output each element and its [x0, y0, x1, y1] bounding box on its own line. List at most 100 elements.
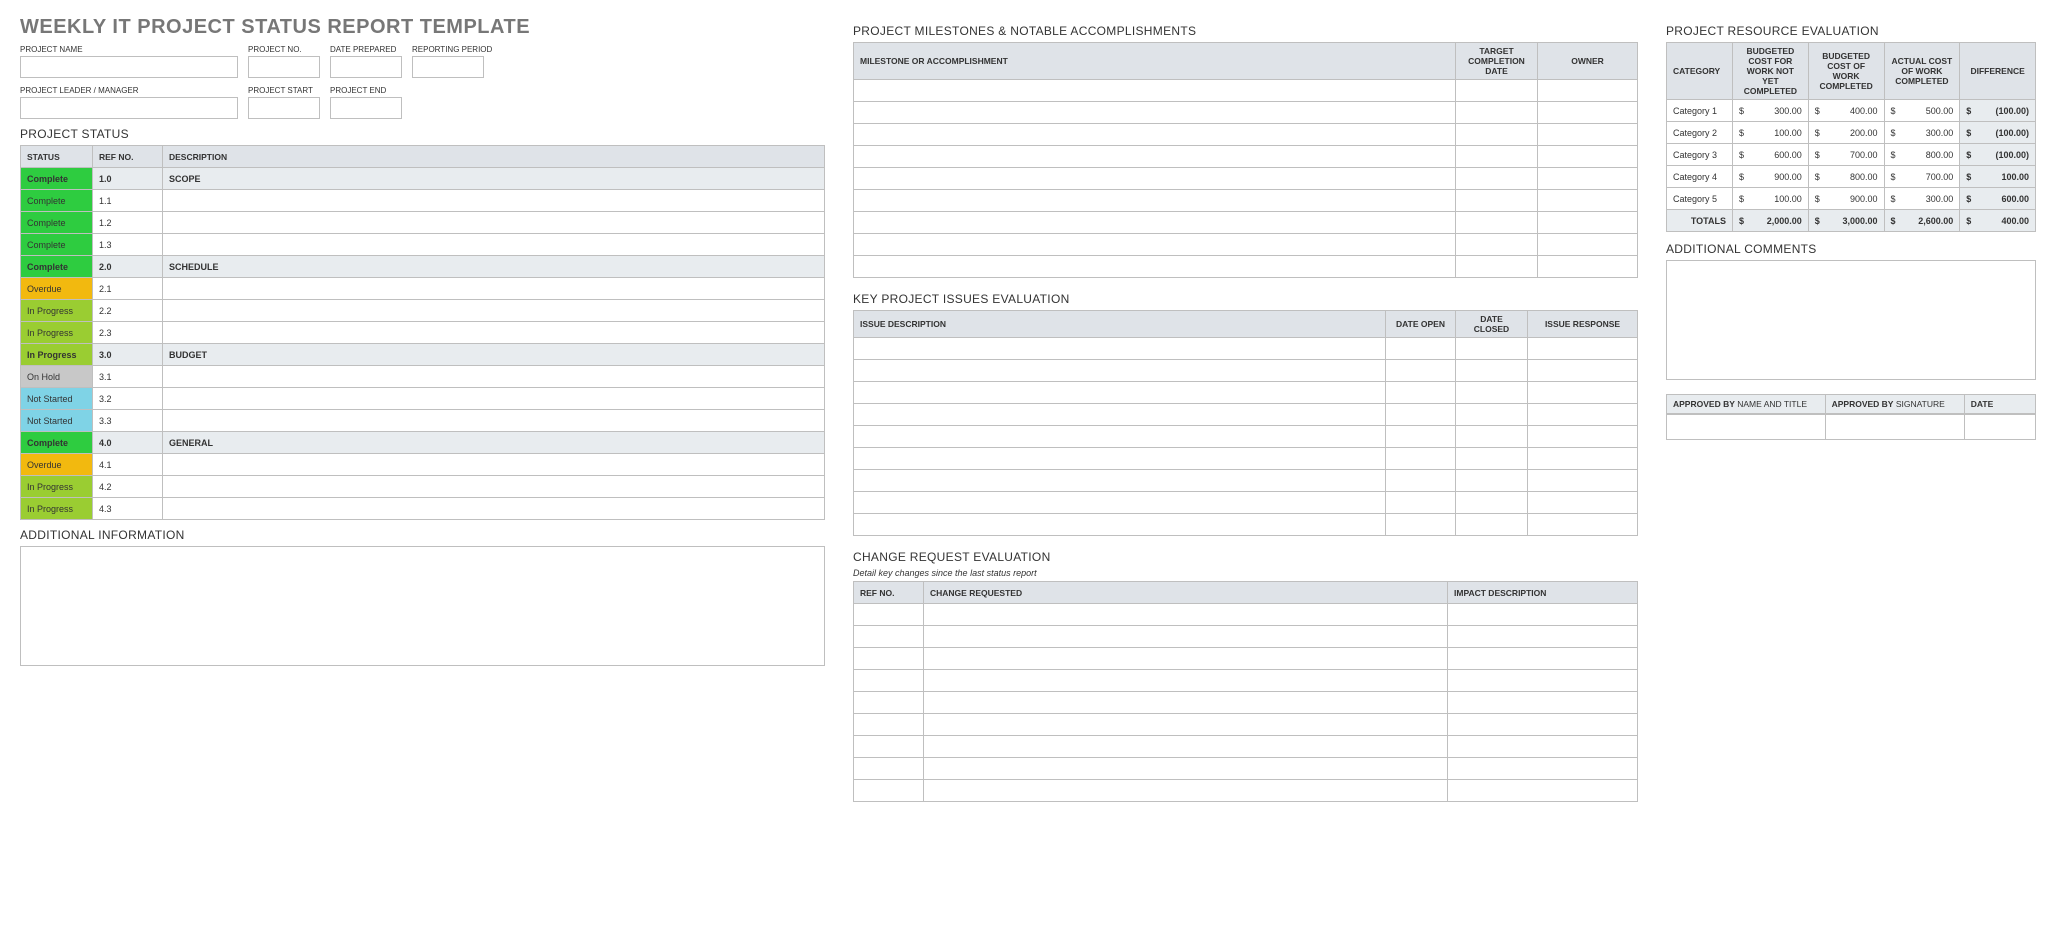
table-cell[interactable] [1448, 648, 1638, 670]
input-date-prepared[interactable] [330, 56, 402, 78]
table-cell[interactable] [854, 234, 1456, 256]
table-cell[interactable] [1538, 168, 1638, 190]
table-cell[interactable] [1528, 448, 1638, 470]
table-cell[interactable] [854, 492, 1386, 514]
table-cell[interactable] [854, 190, 1456, 212]
table-cell[interactable] [854, 448, 1386, 470]
table-cell[interactable] [1538, 190, 1638, 212]
table-cell[interactable] [1456, 80, 1538, 102]
table-cell[interactable] [1456, 426, 1528, 448]
input-additional-info[interactable] [20, 546, 825, 666]
table-cell[interactable] [854, 626, 924, 648]
table-cell[interactable] [1386, 404, 1456, 426]
status-cell[interactable]: On Hold [21, 366, 93, 388]
input-project-name[interactable] [20, 56, 238, 78]
table-cell[interactable] [1528, 360, 1638, 382]
table-cell[interactable] [1448, 626, 1638, 648]
table-cell[interactable] [1386, 514, 1456, 536]
table-cell[interactable] [1386, 492, 1456, 514]
input-comments[interactable] [1666, 260, 2036, 380]
table-cell[interactable] [854, 124, 1456, 146]
table-cell[interactable] [924, 670, 1448, 692]
table-cell[interactable] [924, 714, 1448, 736]
status-cell[interactable]: Not Started [21, 410, 93, 432]
table-cell[interactable] [924, 736, 1448, 758]
table-cell[interactable] [854, 168, 1456, 190]
table-cell[interactable] [1528, 338, 1638, 360]
status-cell[interactable]: Complete [21, 168, 93, 190]
table-cell[interactable] [1456, 338, 1528, 360]
table-cell[interactable] [854, 648, 924, 670]
table-cell[interactable] [1456, 256, 1538, 278]
table-cell[interactable] [854, 758, 924, 780]
table-cell[interactable] [1456, 168, 1538, 190]
status-cell[interactable]: Complete [21, 212, 93, 234]
table-cell[interactable] [924, 780, 1448, 802]
table-cell[interactable] [1448, 714, 1638, 736]
table-cell[interactable] [1456, 514, 1528, 536]
table-cell[interactable] [1538, 256, 1638, 278]
table-cell[interactable] [854, 146, 1456, 168]
table-cell[interactable] [854, 604, 924, 626]
input-project-no[interactable] [248, 56, 320, 78]
status-cell[interactable]: In Progress [21, 322, 93, 344]
table-cell[interactable] [854, 736, 924, 758]
table-cell[interactable] [854, 360, 1386, 382]
table-cell[interactable] [1456, 470, 1528, 492]
status-cell[interactable]: In Progress [21, 498, 93, 520]
table-cell[interactable] [1528, 470, 1638, 492]
table-cell[interactable] [1456, 234, 1538, 256]
table-cell[interactable] [1448, 692, 1638, 714]
input-project-leader[interactable] [20, 97, 238, 119]
status-cell[interactable]: Complete [21, 256, 93, 278]
table-cell[interactable] [1456, 124, 1538, 146]
table-cell[interactable] [1456, 492, 1528, 514]
table-cell[interactable] [1528, 492, 1638, 514]
table-cell[interactable] [1528, 404, 1638, 426]
status-cell[interactable]: Overdue [21, 454, 93, 476]
table-cell[interactable] [854, 338, 1386, 360]
status-cell[interactable]: Complete [21, 432, 93, 454]
table-cell[interactable] [1538, 80, 1638, 102]
table-cell[interactable] [1456, 404, 1528, 426]
table-cell[interactable] [1456, 382, 1528, 404]
table-cell[interactable] [1456, 448, 1528, 470]
input-project-start[interactable] [248, 97, 320, 119]
table-cell[interactable] [1386, 448, 1456, 470]
table-cell[interactable] [1538, 102, 1638, 124]
table-cell[interactable] [1448, 670, 1638, 692]
table-cell[interactable] [1386, 360, 1456, 382]
table-cell[interactable] [1448, 758, 1638, 780]
table-cell[interactable] [1456, 190, 1538, 212]
status-cell[interactable]: Overdue [21, 278, 93, 300]
status-cell[interactable]: In Progress [21, 300, 93, 322]
status-cell[interactable]: In Progress [21, 476, 93, 498]
table-cell[interactable] [1386, 382, 1456, 404]
table-cell[interactable] [924, 758, 1448, 780]
table-cell[interactable] [1448, 780, 1638, 802]
table-cell[interactable] [854, 102, 1456, 124]
table-cell[interactable] [1386, 426, 1456, 448]
input-reporting-period[interactable] [412, 56, 484, 78]
table-cell[interactable] [924, 648, 1448, 670]
table-cell[interactable] [1538, 234, 1638, 256]
table-cell[interactable] [924, 604, 1448, 626]
table-cell[interactable] [924, 692, 1448, 714]
status-cell[interactable]: Complete [21, 234, 93, 256]
table-cell[interactable] [1456, 102, 1538, 124]
table-cell[interactable] [924, 626, 1448, 648]
input-approved-by-sig[interactable] [1826, 414, 1965, 440]
table-cell[interactable] [1386, 338, 1456, 360]
table-cell[interactable] [1528, 426, 1638, 448]
table-cell[interactable] [1456, 360, 1528, 382]
table-cell[interactable] [1538, 212, 1638, 234]
table-cell[interactable] [854, 470, 1386, 492]
table-cell[interactable] [854, 514, 1386, 536]
input-approval-date[interactable] [1965, 414, 2036, 440]
table-cell[interactable] [1456, 146, 1538, 168]
table-cell[interactable] [1528, 514, 1638, 536]
table-cell[interactable] [854, 80, 1456, 102]
table-cell[interactable] [854, 692, 924, 714]
table-cell[interactable] [854, 780, 924, 802]
table-cell[interactable] [854, 426, 1386, 448]
